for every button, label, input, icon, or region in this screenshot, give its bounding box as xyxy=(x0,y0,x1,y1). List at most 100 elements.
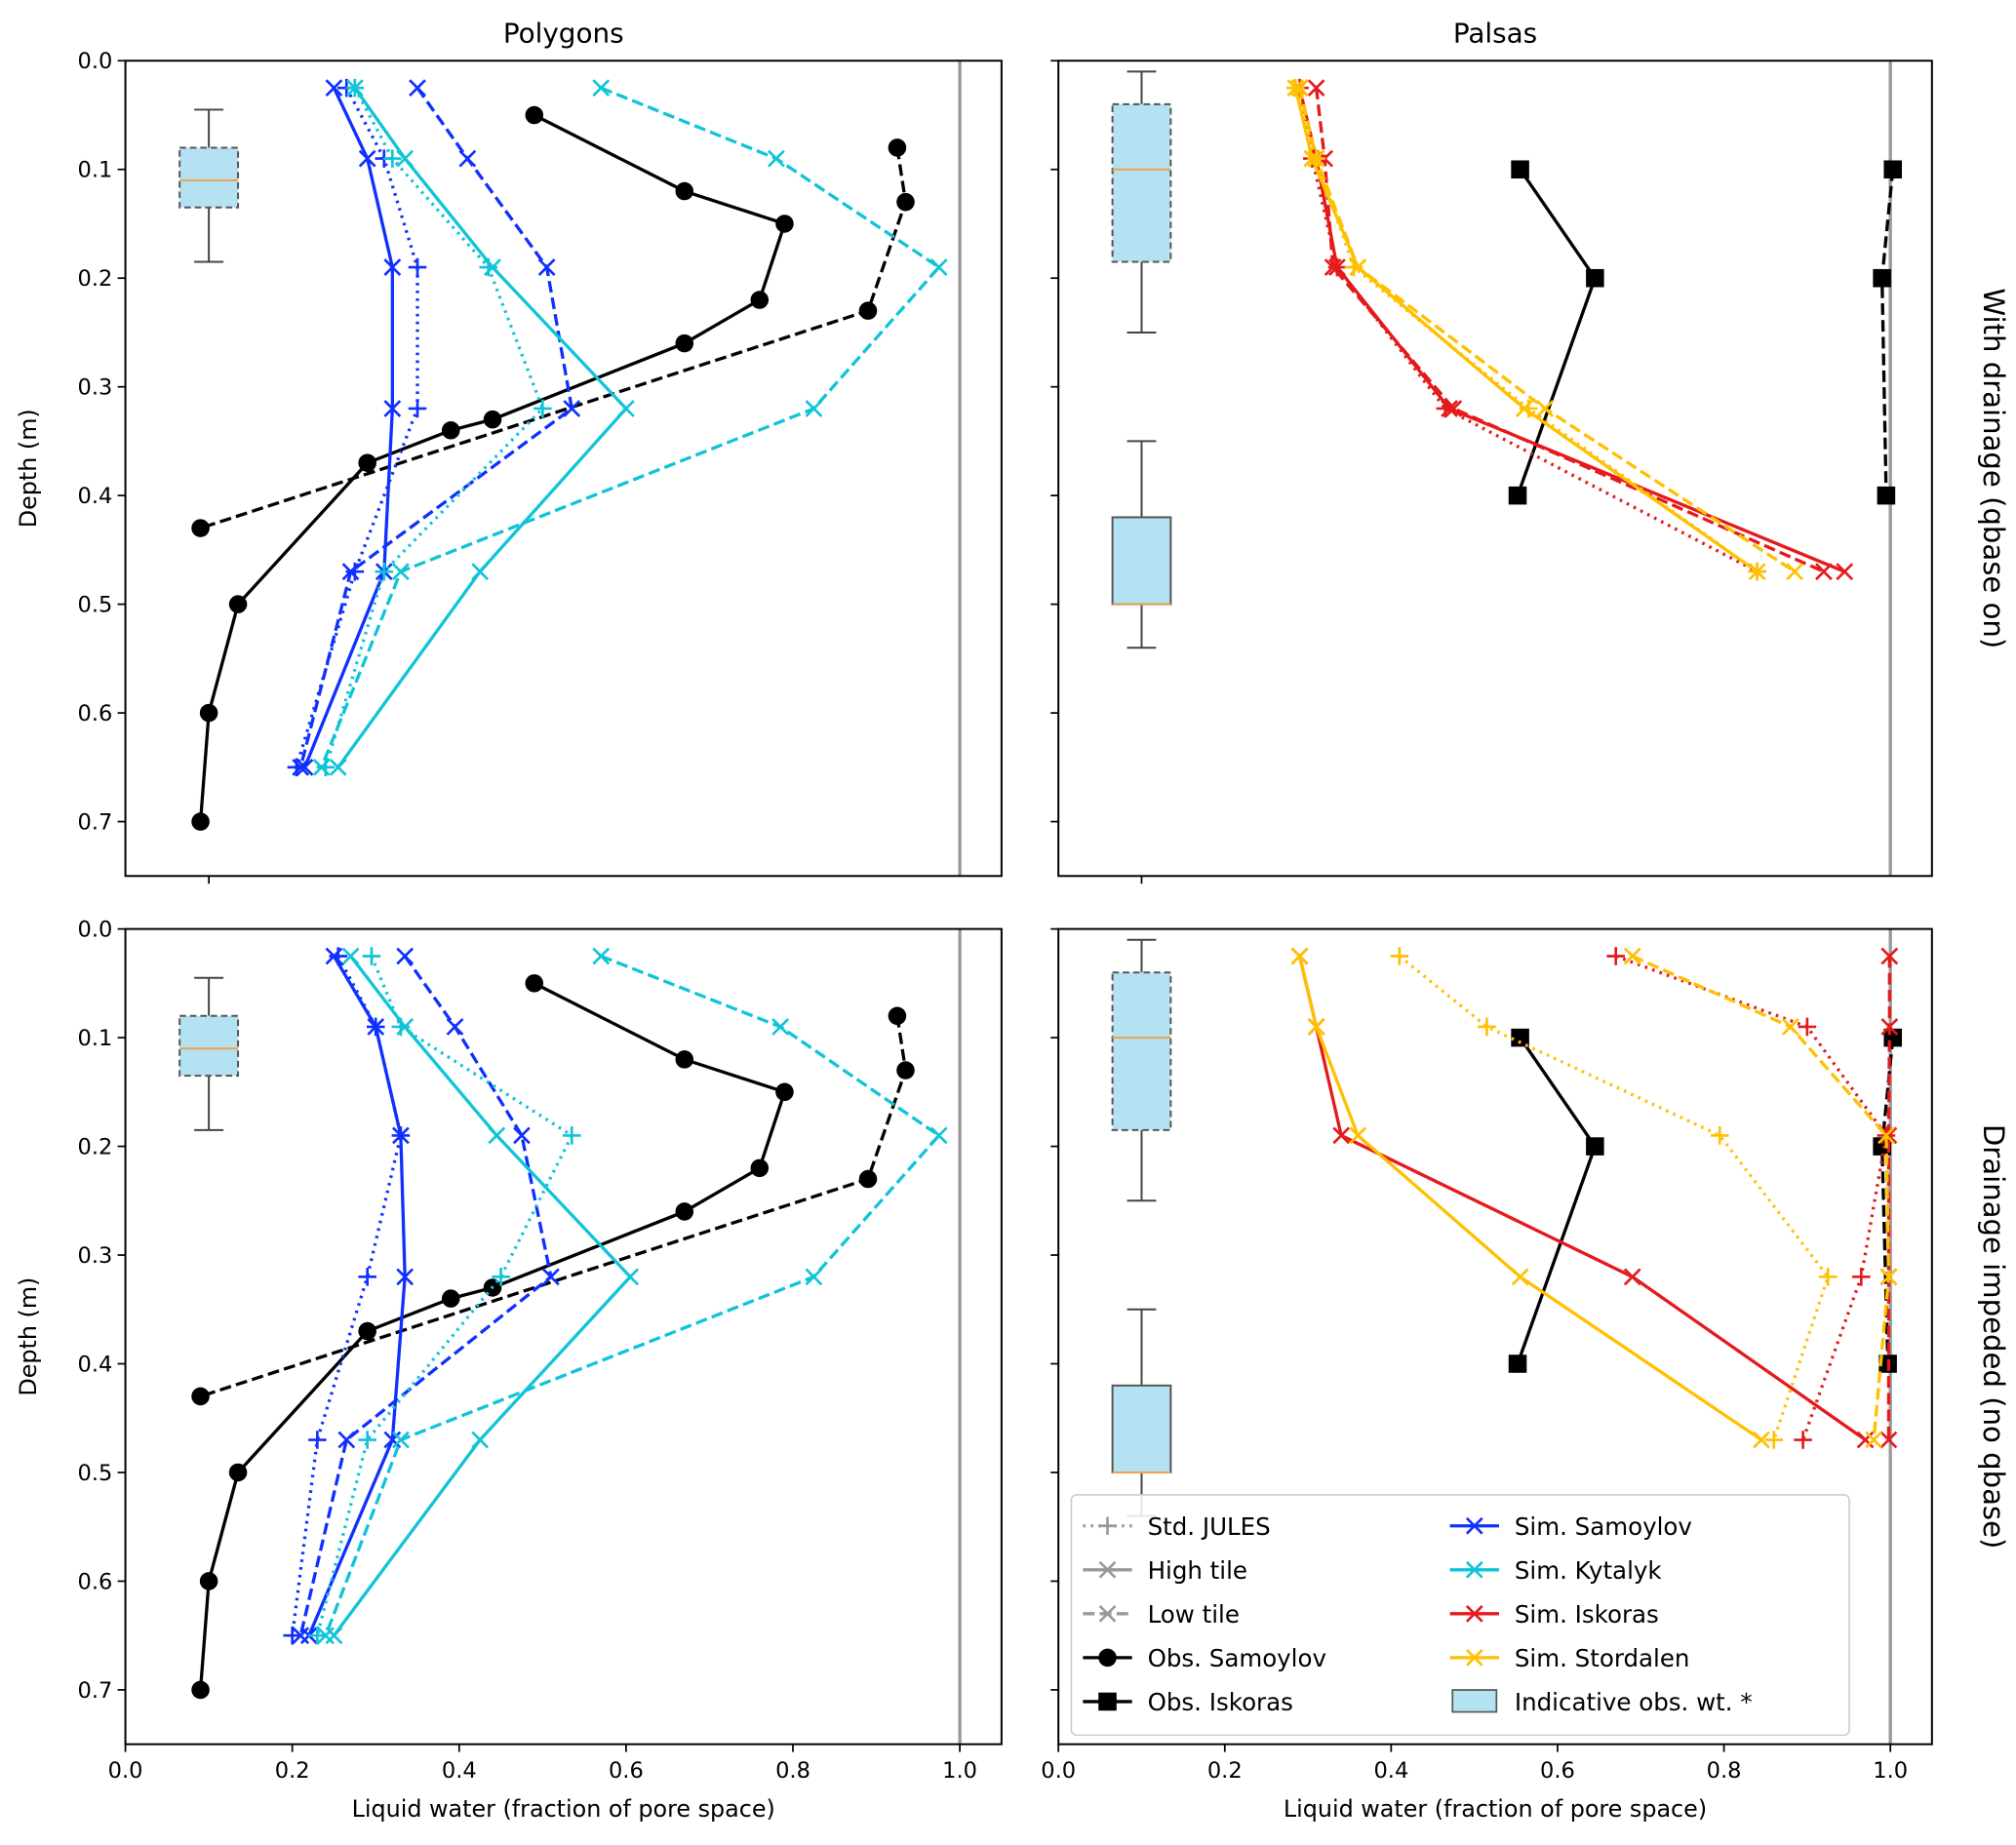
series-sim-samoylov-high-tile xyxy=(296,79,402,776)
data-point xyxy=(675,1202,694,1221)
legend-marker xyxy=(1465,1648,1483,1667)
box xyxy=(178,146,240,209)
x-tick-label: 0.6 xyxy=(1540,1758,1575,1784)
data-point xyxy=(563,1126,581,1145)
data-point xyxy=(858,1169,878,1189)
legend-item: Low tile xyxy=(1083,1600,1240,1629)
legend-marker xyxy=(1098,1692,1117,1711)
series-sim-iskoras-std-jules xyxy=(1290,78,1766,581)
x-tick-label: 0.6 xyxy=(609,1758,644,1784)
data-point xyxy=(1879,1268,1898,1286)
series-sim-kytalyk-std-jules xyxy=(316,78,552,777)
data-point xyxy=(1519,399,1538,418)
legend-swatch xyxy=(1451,1689,1498,1713)
panel-2: 0.0 0.1 0.2 0.3 0.4 0.5 0.6 0.7 0.0 0.2 0.4 0.6 0.8 1… xyxy=(15,918,2010,1823)
data-point xyxy=(1286,78,1305,98)
data-point xyxy=(383,1431,402,1449)
data-point xyxy=(1879,1431,1898,1449)
data-point xyxy=(675,334,694,353)
data-point xyxy=(1586,1137,1604,1156)
data-point xyxy=(675,1050,694,1069)
data-point xyxy=(1290,947,1309,965)
data-point xyxy=(191,1680,210,1700)
data-point xyxy=(1711,1126,1729,1145)
data-point xyxy=(362,947,381,965)
legend-item: Sim. Kytalyk xyxy=(1449,1556,1662,1585)
indicative-water-table-box xyxy=(1111,70,1172,334)
series-sim-samoylov-low-tile xyxy=(292,79,581,776)
panel-1: Palsas xyxy=(1050,18,1933,884)
series-sim-kytalyk-high-tile xyxy=(325,947,640,1645)
x-tick-label: 0.0 xyxy=(108,1758,143,1784)
series-obs-iskoras-dashed xyxy=(1873,160,1903,505)
y-tick-label: 0.6 xyxy=(78,701,113,726)
data-point xyxy=(513,1126,531,1145)
series-sim-kytalyk-high-tile xyxy=(329,79,635,776)
data-point xyxy=(358,149,376,168)
legend-item: Obs. Iskoras xyxy=(1083,1688,1293,1716)
y-tick-label: 0.1 xyxy=(78,158,113,183)
data-point xyxy=(1786,563,1803,581)
data-point xyxy=(316,758,336,777)
legend-marker xyxy=(1465,1560,1483,1579)
series-line xyxy=(324,87,545,768)
series-obs-iskoras-solid xyxy=(1508,1028,1604,1373)
indicative-water-table-box xyxy=(1111,440,1172,649)
data-point xyxy=(525,974,544,993)
legend-item: Sim. Samoylov xyxy=(1449,1512,1692,1541)
data-point xyxy=(396,149,415,168)
x-tick-label: 1.0 xyxy=(942,1758,977,1784)
panel-3: 0.0 0.2 0.4 0.6 0.8 1.0 Liquid water (fraction… xyxy=(1041,927,1933,1823)
series-line xyxy=(200,147,908,530)
data-point xyxy=(1436,399,1455,418)
data-point xyxy=(1623,1268,1641,1286)
data-point xyxy=(896,1061,915,1080)
legend-marker xyxy=(1098,1604,1117,1623)
series-line xyxy=(307,955,407,1636)
series-line xyxy=(333,955,633,1637)
axes-frame xyxy=(1057,59,1933,878)
data-point xyxy=(1883,160,1903,179)
data-point xyxy=(1344,257,1364,277)
x-tick-label: 1.0 xyxy=(1873,1758,1908,1784)
series-line xyxy=(1516,1037,1598,1365)
series-sim-stordalen-low-tile xyxy=(1623,947,1898,1449)
data-point xyxy=(383,400,402,417)
series-sim-kytalyk-low-tile xyxy=(317,947,948,1645)
data-point xyxy=(308,1431,327,1449)
data-point xyxy=(1307,1018,1325,1036)
data-point xyxy=(1478,1017,1496,1037)
legend-item: High tile xyxy=(1083,1556,1247,1585)
data-point xyxy=(479,257,498,277)
data-point xyxy=(858,301,878,320)
data-point xyxy=(488,1126,506,1145)
data-point xyxy=(392,1431,410,1449)
series-sim-iskoras-std-jules xyxy=(1606,947,1896,1449)
data-point xyxy=(563,400,581,417)
data-point xyxy=(396,947,415,965)
data-point xyxy=(391,1017,411,1037)
y-tick-label: 0.2 xyxy=(78,1135,113,1160)
series-line xyxy=(336,87,629,768)
data-point xyxy=(191,519,210,537)
series-sim-stordalen-std-jules xyxy=(1286,78,1766,581)
series-sim-iskoras-high-tile xyxy=(1290,79,1854,581)
data-point xyxy=(1880,947,1899,965)
legend-label: Sim. Samoylov xyxy=(1515,1512,1692,1541)
data-point xyxy=(345,562,365,581)
data-point xyxy=(408,257,427,277)
data-point xyxy=(308,1626,327,1645)
y-axis-label: Depth (m) xyxy=(15,1277,42,1396)
data-point xyxy=(1753,1431,1770,1449)
data-point xyxy=(1511,160,1529,179)
legend-marker xyxy=(1098,1516,1117,1536)
legend-label: High tile xyxy=(1148,1556,1247,1585)
series-line xyxy=(320,86,942,768)
data-point xyxy=(283,1626,301,1645)
legend-item: Indicative obs. wt. * xyxy=(1451,1688,1753,1716)
series-line xyxy=(324,954,942,1636)
legend-label: Std. JULES xyxy=(1148,1512,1271,1541)
data-point xyxy=(1873,268,1891,288)
data-point xyxy=(1332,1126,1351,1145)
